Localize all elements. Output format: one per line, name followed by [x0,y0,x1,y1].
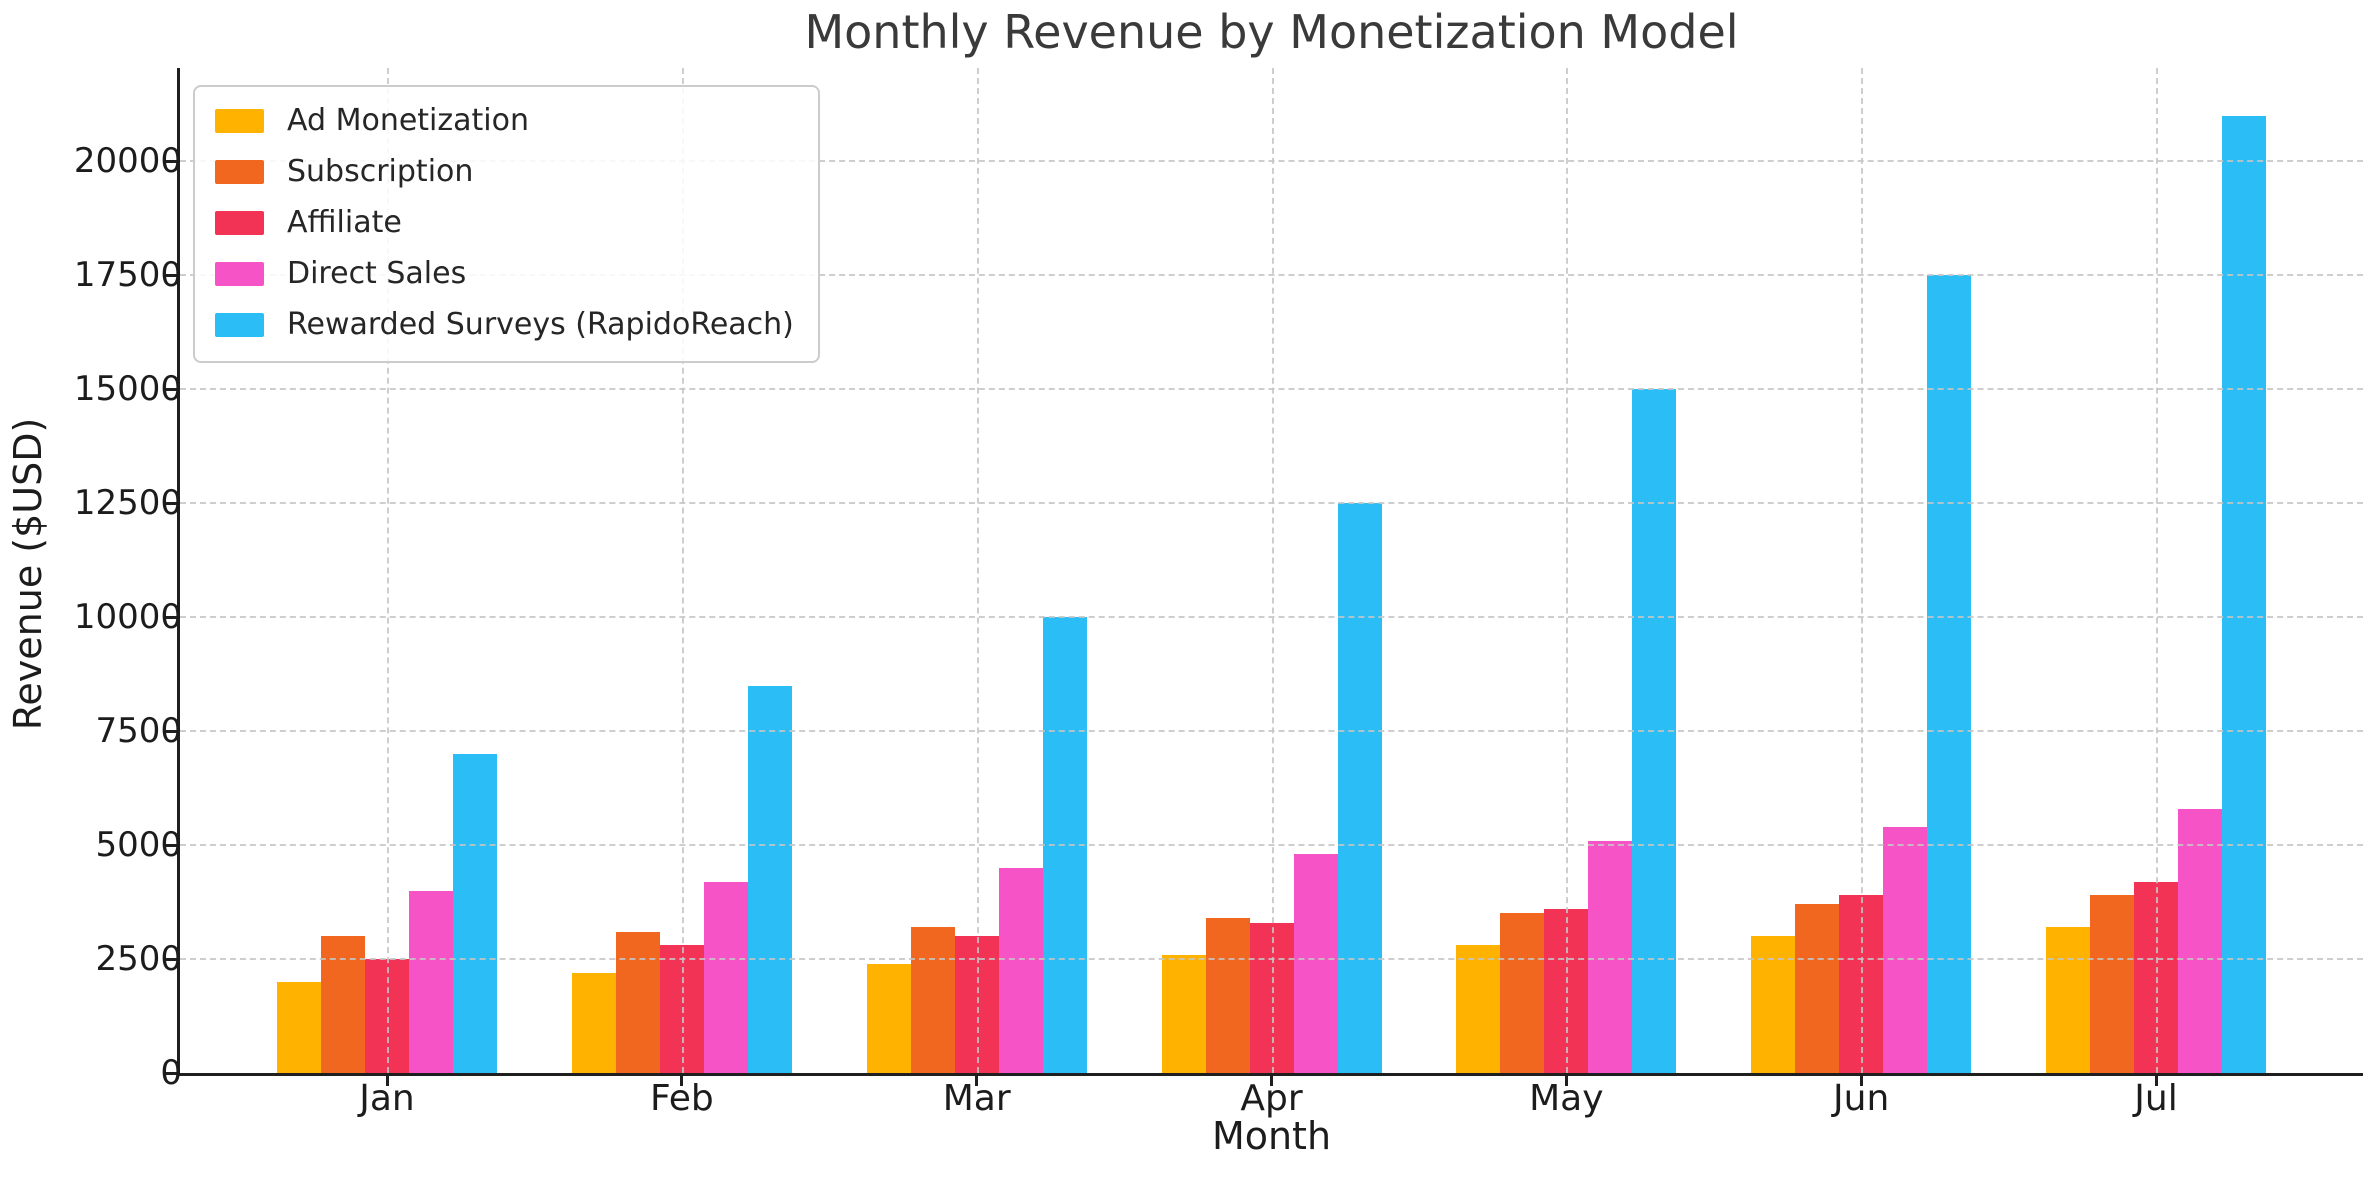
bar-direct-sales-jan [409,890,453,1073]
y-axis-spine [177,68,180,1076]
legend-swatch-ad-monetization [215,109,264,133]
bar-rewarded-surveys-rapidoreach-jun [1927,275,1972,1073]
y-tick-label-15000: 15000 [73,369,182,410]
bar-direct-sales-apr [1293,854,1338,1073]
y-tick-label-2500: 2500 [95,939,182,980]
x-tick-label-jan: Jan [359,1078,415,1119]
legend-item-rewarded-surveys-rapidoreach: Rewarded Surveys (RapidoReach) [215,306,794,344]
bar-ad-monetization-feb [571,972,616,1073]
x-tick-label-apr: Apr [1240,1078,1303,1119]
bar-affiliate-apr [1249,922,1294,1073]
bar-ad-monetization-mar [866,963,911,1073]
legend-label: Rewarded Surveys (RapidoReach) [287,307,794,342]
bar-ad-monetization-jan [277,981,321,1073]
y-tick-label-7500: 7500 [95,711,182,752]
bar-subscription-mar [910,927,955,1073]
bar-rewarded-surveys-rapidoreach-apr [1337,503,1382,1073]
y-tick-mark [163,273,177,277]
chart-title: Monthly Revenue by Monetization Model [804,5,1739,59]
x-axis-label: Month [1211,1114,1332,1158]
legend-swatch-affiliate [215,211,264,235]
legend-label: Affiliate [287,205,402,240]
x-tick-mark [1859,1073,1863,1086]
legend-item-direct-sales: Direct Sales [215,255,794,293]
legend-label: Direct Sales [287,256,467,291]
x-tick-label-jun: Jun [1833,1078,1890,1119]
legend-label: Subscription [287,154,474,189]
y-tick-label-0: 0 [160,1053,182,1093]
bar-direct-sales-may [1588,840,1633,1073]
bar-rewarded-surveys-rapidoreach-may [1632,389,1677,1073]
y-tick-mark [163,387,177,391]
bar-rewarded-surveys-rapidoreach-feb [747,685,792,1073]
y-axis-label: Revenue ($USD) [6,417,50,731]
y-tick-label-5000: 5000 [95,825,182,866]
bar-ad-monetization-jun [1751,936,1796,1073]
x-tick-mark [1270,1073,1273,1086]
bar-direct-sales-jul [2178,808,2222,1073]
x-tick-mark [680,1073,684,1086]
bar-subscription-may [1500,913,1545,1073]
y-tick-mark [163,957,177,961]
y-tick-mark [163,843,177,847]
x-tick-label-jul: Jul [2134,1078,2178,1119]
legend-swatch-direct-sales [215,262,264,286]
y-tick-mark [163,1071,177,1075]
bar-direct-sales-feb [703,881,748,1073]
bar-subscription-feb [615,931,660,1073]
x-tick-label-feb: Feb [649,1078,714,1119]
bar-rewarded-surveys-rapidoreach-jan [453,753,497,1073]
bar-ad-monetization-apr [1161,954,1206,1073]
bar-ad-monetization-may [1456,945,1501,1073]
bar-affiliate-mar [954,936,999,1073]
plot-area: Ad Monetization Subscription Affiliate Dire… [163,68,2363,1086]
bar-affiliate-feb [659,945,704,1073]
bar-subscription-jan [321,936,365,1073]
bar-subscription-apr [1205,918,1250,1073]
bar-affiliate-may [1544,908,1589,1073]
bar-subscription-jun [1795,904,1840,1073]
y-tick-mark [163,501,177,505]
x-tick-label-may: May [1529,1078,1604,1119]
bar-rewarded-surveys-rapidoreach-jul [2222,115,2266,1073]
legend-item-affiliate: Affiliate [215,204,794,242]
x-tick-label-mar: Mar [942,1078,1011,1119]
legend: Ad Monetization Subscription Affiliate Dire… [193,85,820,363]
bar-subscription-jul [2090,895,2134,1073]
bar-direct-sales-mar [998,867,1043,1073]
y-tick-label-12500: 12500 [73,483,182,524]
bar-rewarded-surveys-rapidoreach-mar [1042,617,1087,1073]
y-tick-label-17500: 17500 [73,255,182,296]
legend-label: Ad Monetization [287,103,529,138]
bar-ad-monetization-jul [2046,927,2090,1073]
y-tick-mark [163,615,177,619]
bar-direct-sales-jun [1883,826,1928,1073]
y-tick-label-10000: 10000 [73,597,182,638]
x-tick-mark [2154,1073,2158,1086]
legend-item-subscription: Subscription [215,153,794,191]
bar-affiliate-jun [1839,895,1884,1073]
legend-swatch-subscription [215,160,264,184]
legend-swatch-rewarded-surveys-rapidoreach [215,313,264,337]
x-tick-mark [385,1073,389,1086]
bar-affiliate-jul [2134,881,2178,1073]
y-tick-label-20000: 20000 [73,141,182,182]
x-tick-mark [1564,1073,1568,1086]
legend-item-ad-monetization: Ad Monetization [215,102,794,140]
bar-affiliate-jan [365,959,409,1073]
y-tick-mark [163,159,177,163]
x-tick-mark [975,1073,979,1086]
y-tick-mark [163,729,177,733]
